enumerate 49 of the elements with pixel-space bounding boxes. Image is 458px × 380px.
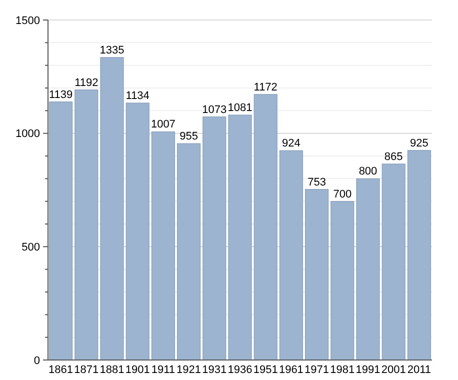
x-tick-label: 2001 (381, 364, 406, 376)
data-label: 1192 (74, 76, 98, 89)
data-label: 1134 (126, 90, 150, 102)
data-label: 1139 (48, 88, 73, 101)
data-label: 1172 (254, 81, 278, 94)
data-label: 1081 (228, 102, 252, 114)
bar (151, 131, 175, 360)
x-tick-label: 1981 (330, 364, 355, 376)
y-tick-label: 0 (34, 354, 40, 367)
bar (279, 150, 303, 360)
x-tick-label: 1861 (48, 364, 74, 376)
x-tick-label: 1951 (253, 364, 278, 376)
x-tick-label: 1991 (356, 364, 380, 376)
data-label: 924 (282, 138, 300, 150)
bar (202, 116, 226, 360)
bar (100, 57, 124, 360)
x-tick-label: 1936 (228, 364, 252, 376)
data-label: 925 (410, 137, 428, 150)
x-tick-label: 1931 (202, 364, 227, 376)
x-tick-label: 1921 (176, 364, 202, 376)
x-tick-label: 1911 (151, 364, 176, 376)
x-tick-label: 1971 (304, 364, 330, 376)
bar (74, 90, 98, 360)
bar (382, 164, 406, 360)
x-tick-label: 1901 (125, 364, 150, 376)
bar (254, 94, 278, 360)
data-label: 955 (180, 130, 198, 143)
data-label: 1073 (202, 104, 227, 116)
data-label: 1335 (100, 44, 124, 56)
bar (177, 143, 201, 360)
y-tick-label: 1500 (16, 14, 40, 27)
bar (49, 102, 73, 360)
x-tick-label: 2011 (407, 364, 432, 376)
bar (407, 150, 431, 360)
x-tick-label: 1871 (74, 364, 99, 376)
bar (305, 189, 329, 360)
x-tick-label: 1881 (100, 364, 124, 376)
x-tick-label: 1961 (278, 364, 304, 376)
bar (330, 201, 354, 360)
y-tick-label: 500 (22, 242, 40, 254)
data-label: 753 (308, 176, 326, 188)
bar (126, 102, 150, 360)
data-label: 800 (358, 166, 378, 178)
y-tick-label: 1000 (16, 128, 40, 140)
bar (228, 114, 252, 360)
data-label: 700 (333, 188, 352, 200)
data-label: 1007 (150, 118, 176, 131)
bar (356, 178, 380, 360)
data-label: 865 (384, 150, 403, 163)
